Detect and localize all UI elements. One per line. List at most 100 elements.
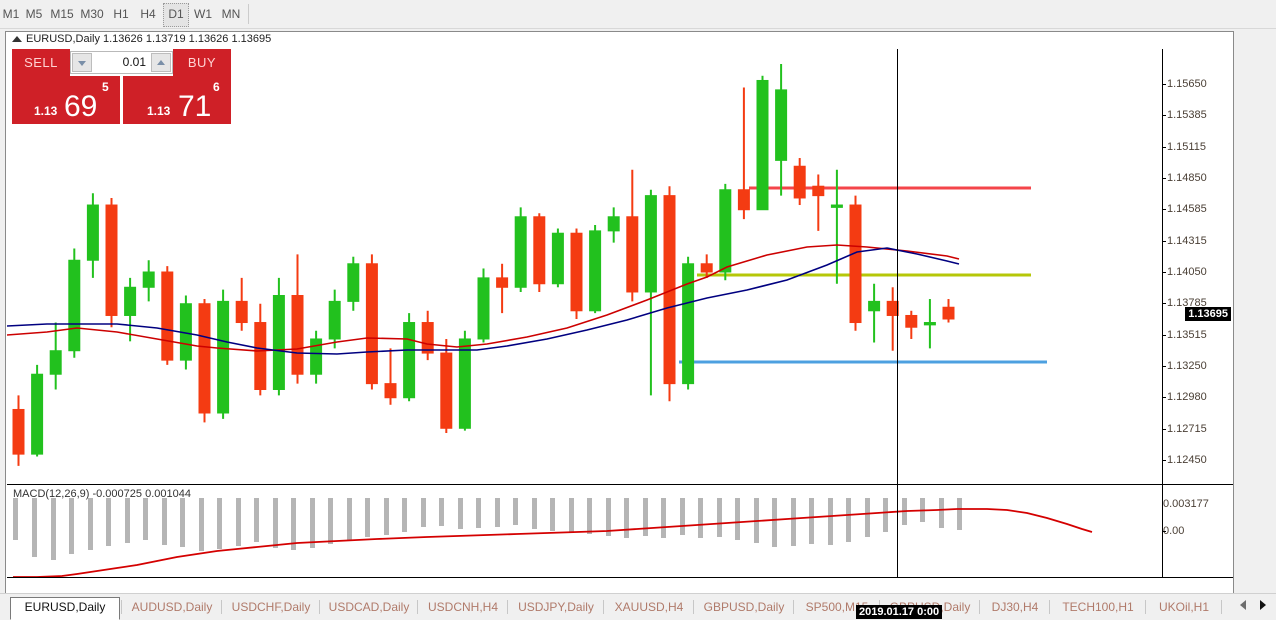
- candle-body: [458, 338, 471, 429]
- price-axis-label: 1.14585: [1167, 203, 1207, 216]
- macd-histogram-bar: [698, 498, 703, 538]
- timeframe-m15[interactable]: M15: [50, 7, 74, 21]
- macd-histogram-bar: [957, 498, 962, 530]
- price-axis-label: 1.15385: [1167, 109, 1207, 122]
- scroll-left-arrow-icon[interactable]: [1240, 600, 1246, 610]
- timeframe-h4[interactable]: H4: [140, 7, 156, 21]
- chart-tab-dj30-h4[interactable]: DJ30,H4: [991, 600, 1039, 614]
- macd-histogram-bar: [643, 498, 648, 536]
- macd-histogram-bar: [513, 498, 518, 525]
- macd-label: MACD(12,26,9) -0.000725 0.001044: [13, 488, 191, 500]
- volume-stepper[interactable]: 0.01: [70, 51, 173, 74]
- buy-price-leading: 1.13: [147, 104, 171, 118]
- buy-price-fraction: 6: [213, 80, 220, 94]
- macd-histogram-bar: [162, 498, 167, 545]
- collapse-triangle-icon[interactable]: [12, 36, 22, 42]
- timeframe-m1[interactable]: M1: [2, 7, 20, 21]
- candle-body: [570, 232, 583, 312]
- macd-histogram-bar: [717, 498, 722, 537]
- macd-histogram-bar: [883, 498, 888, 532]
- buy-button[interactable]: BUY: [173, 49, 231, 76]
- chart-tab-gbpusd-daily[interactable]: GBPUSD,Daily: [703, 600, 785, 614]
- chart-tab-usdcnh-h4[interactable]: USDCNH,H4: [427, 600, 498, 614]
- candle-body: [347, 263, 360, 302]
- octp-header-row: SELL 0.01 BUY: [12, 49, 231, 76]
- chart-tab-audusd-daily[interactable]: AUDUSD,Daily: [131, 600, 213, 614]
- candle-body: [310, 338, 323, 375]
- timeframe-m5[interactable]: M5: [25, 7, 43, 21]
- candle-body: [142, 271, 155, 288]
- candle-body: [868, 300, 881, 312]
- chevron-down-icon: [78, 60, 86, 66]
- macd-histogram-bar: [125, 498, 130, 543]
- candle-body: [682, 263, 695, 385]
- price-axis-tick: [1162, 428, 1166, 430]
- price-axis-label: 1.13250: [1167, 360, 1207, 372]
- chart-tab-ukoil-h1[interactable]: UKOil,H1: [1158, 600, 1209, 614]
- timeframe-toolbar: M1 M5 M15 M30 H1 H4 D1 W1 MN: [0, 0, 1276, 29]
- sell-price-fraction: 5: [102, 80, 109, 94]
- price-axis-label: 1.14050: [1167, 266, 1207, 278]
- toolbar-divider: [248, 4, 249, 24]
- time-axis-separator: [7, 577, 1233, 578]
- volume-value[interactable]: 0.01: [122, 55, 146, 69]
- candle-body: [477, 277, 490, 340]
- candle-body: [68, 259, 81, 352]
- price-plot-area[interactable]: [7, 49, 1233, 481]
- chart-tab-sp500-m15[interactable]: SP500,M15: [805, 600, 869, 614]
- macd-histogram-bar: [180, 498, 185, 547]
- chart-tab-bar[interactable]: EURUSD,Daily AUDUSD,Daily USDCHF,Daily USDC…: [0, 593, 1276, 620]
- sell-price-button[interactable]: 1.13 69 5: [12, 76, 120, 124]
- current-price-label: 1.13695: [1185, 306, 1231, 321]
- macd-histogram-bar: [69, 498, 74, 554]
- macd-signal-line: [13, 508, 1093, 577]
- scroll-right-arrow-icon[interactable]: [1260, 600, 1266, 610]
- price-axis-label: 1.14315: [1167, 234, 1207, 247]
- price-axis-label: 1.15115: [1167, 140, 1206, 153]
- macd-histogram-bar: [828, 498, 833, 545]
- candle-body: [254, 322, 267, 390]
- candle-body: [514, 216, 527, 288]
- timeframe-d1[interactable]: D1: [163, 3, 189, 27]
- tab-divider: [221, 600, 222, 614]
- chart-tab-xauusd-h4[interactable]: XAUUSD,H4: [614, 600, 684, 614]
- chart-tab-usdchf-daily[interactable]: USDCHF,Daily: [231, 600, 311, 614]
- timeframe-w1[interactable]: W1: [194, 7, 212, 21]
- price-axis-separator: [1162, 49, 1163, 577]
- volume-decrement-button[interactable]: [72, 53, 92, 72]
- timeframe-mn[interactable]: MN: [221, 7, 241, 21]
- timeframe-m30[interactable]: M30: [80, 7, 104, 21]
- candle-body: [365, 263, 378, 385]
- timeframe-h1[interactable]: H1: [113, 7, 129, 21]
- price-axis-label: 1.13515: [1167, 328, 1207, 341]
- tab-divider: [319, 600, 320, 614]
- macd-histogram-bar: [439, 498, 444, 526]
- macd-histogram-bar: [791, 498, 796, 546]
- macd-histogram-bar: [569, 498, 574, 533]
- volume-increment-button[interactable]: [151, 53, 171, 72]
- macd-svg: [13, 498, 1093, 577]
- tab-divider: [507, 600, 508, 614]
- price-axis-tick: [1162, 460, 1166, 461]
- candle-body: [849, 204, 862, 324]
- buy-price-main: 71: [178, 90, 212, 123]
- chart-tab-usdcad-daily[interactable]: USDCAD,Daily: [328, 600, 410, 614]
- candle-body: [31, 373, 44, 455]
- chart-tab-tech100-h1[interactable]: TECH100,H1: [1062, 600, 1134, 614]
- price-axis-tick: [1162, 397, 1166, 399]
- chart-title: EURUSD,Daily 1.13626 1.13719 1.13626 1.1…: [26, 33, 272, 45]
- candle-body: [198, 303, 211, 414]
- macd-histogram-bar: [347, 498, 352, 540]
- candle-body: [775, 89, 788, 161]
- price-axis-label: 1.12450: [1167, 454, 1207, 466]
- octp-price-row: 1.13 69 5 1.13 71 6: [12, 76, 231, 124]
- macd-histogram-bar: [328, 498, 333, 544]
- one-click-trading-panel[interactable]: SELL 0.01 BUY 1.13 69 5 1.13 71 6: [12, 49, 231, 124]
- buy-price-button[interactable]: 1.13 71 6: [123, 76, 231, 124]
- chart-tab-usdjpy-daily[interactable]: USDJPY,Daily: [518, 600, 594, 614]
- price-axis-tick: [1162, 272, 1166, 273]
- chart-tab-eurusd-daily[interactable]: EURUSD,Daily: [10, 597, 120, 620]
- macd-histogram-bar: [32, 498, 37, 557]
- macd-indicator-pane[interactable]: MACD(12,26,9) -0.000725 0.001044: [7, 484, 1233, 578]
- sell-button[interactable]: SELL: [12, 49, 70, 76]
